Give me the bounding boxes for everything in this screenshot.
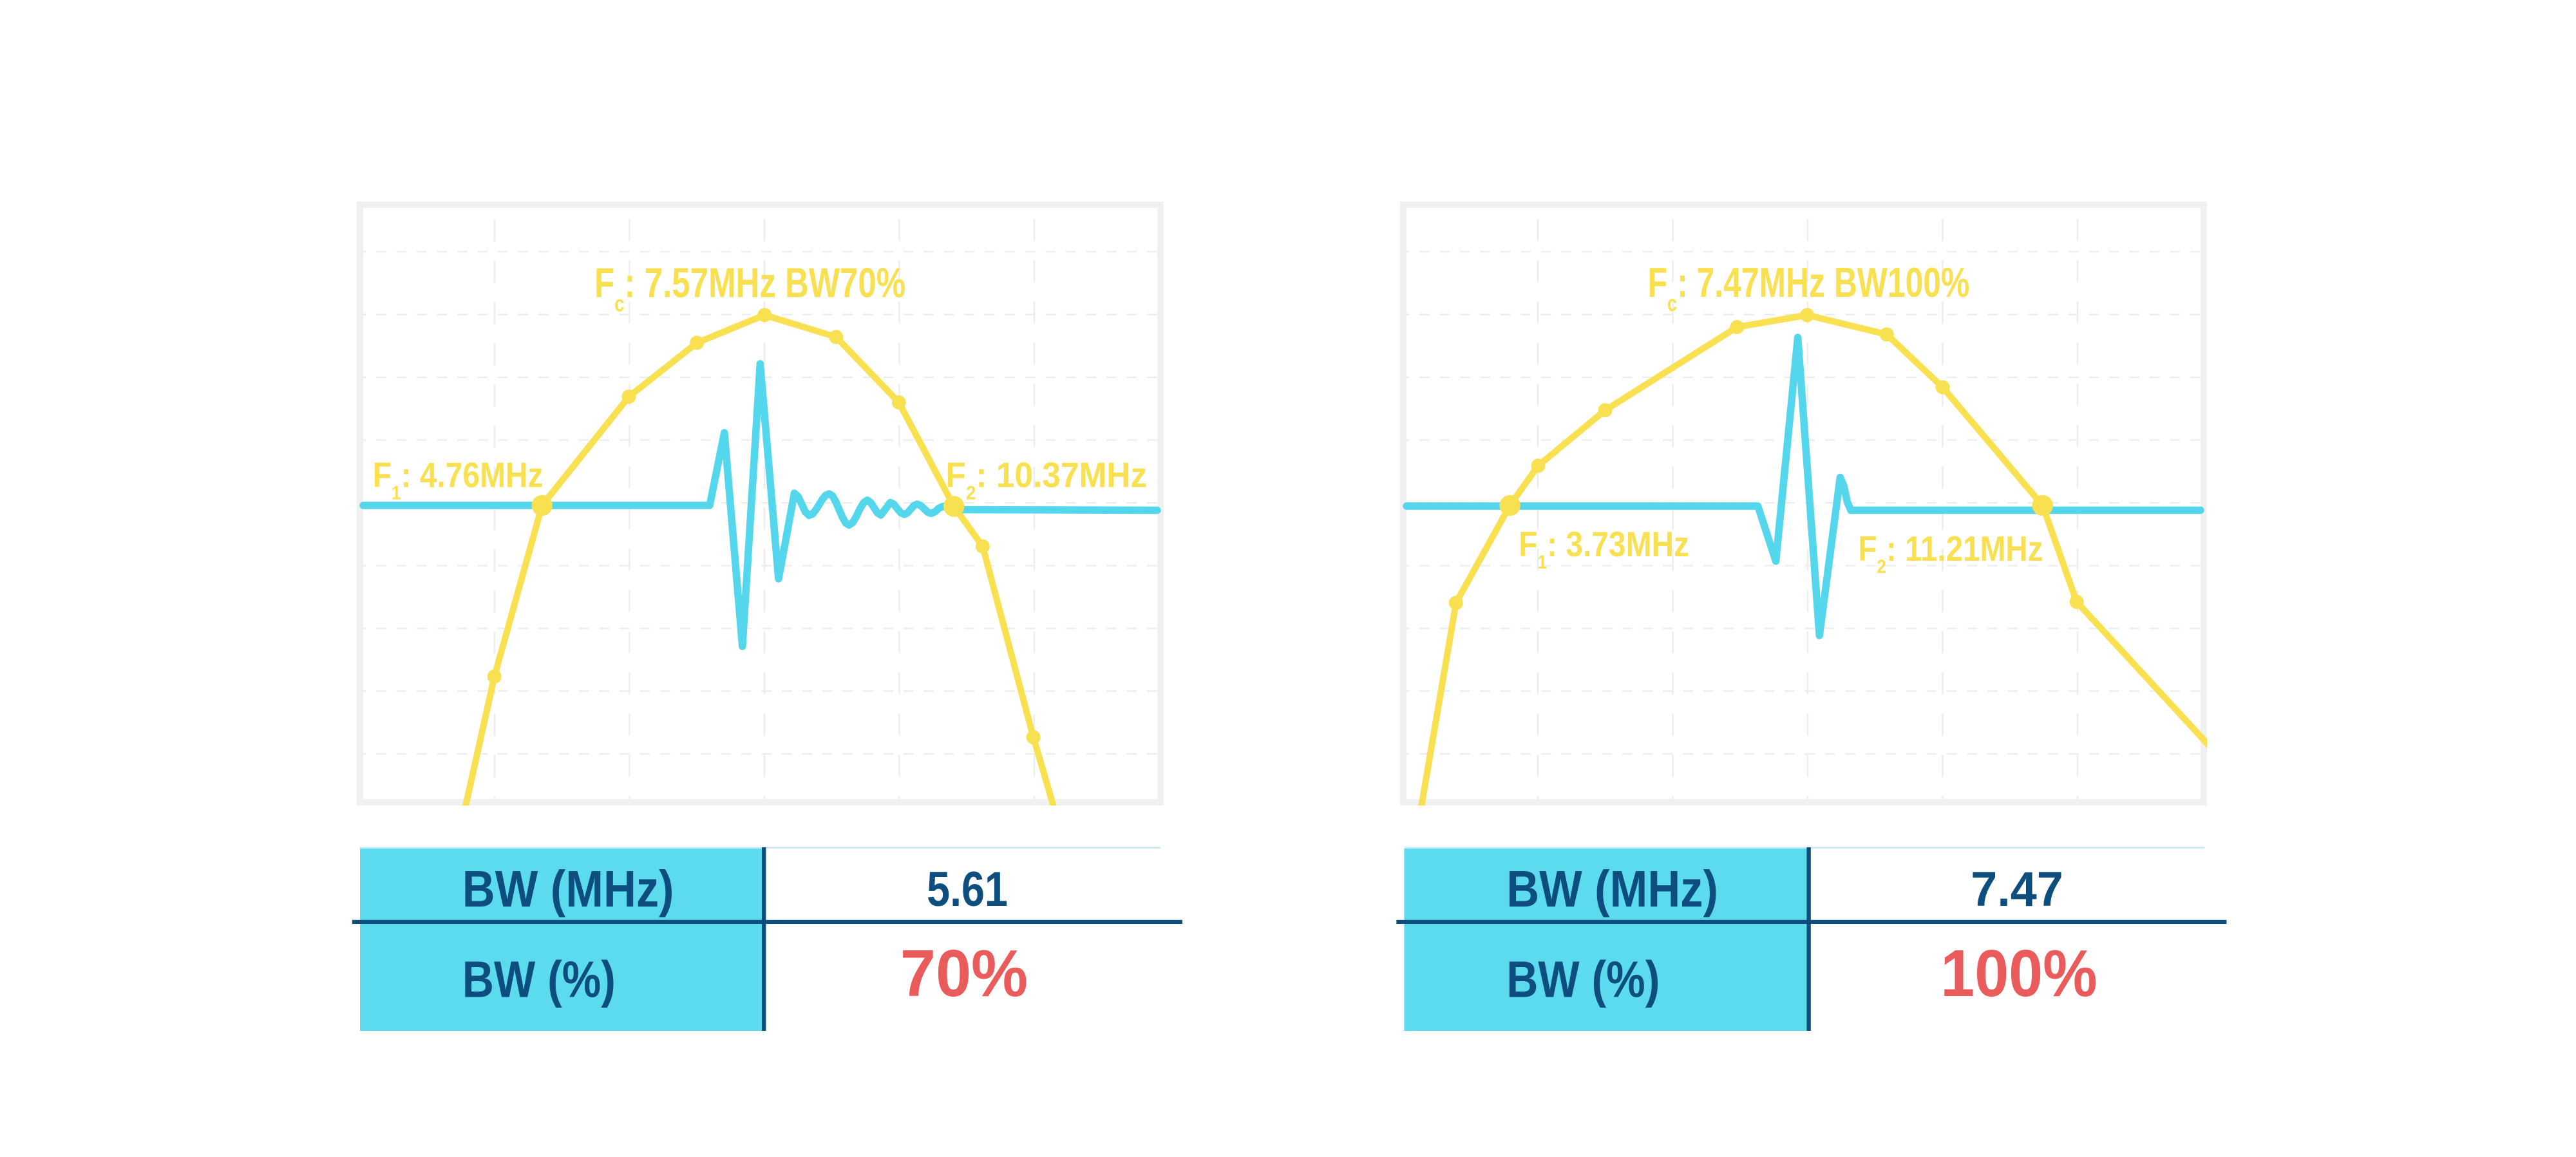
svg-text:BW (%): BW (%) — [462, 950, 616, 1008]
svg-text:BW (MHz): BW (MHz) — [462, 860, 674, 917]
svg-text:70%: 70% — [900, 937, 1028, 1010]
svg-text:7.47: 7.47 — [1971, 861, 2063, 916]
svg-text:BW (%): BW (%) — [1506, 950, 1660, 1008]
svg-text:BW (MHz): BW (MHz) — [1506, 860, 1718, 917]
svg-text:5.61: 5.61 — [927, 861, 1008, 916]
svg-text:100%: 100% — [1940, 937, 2097, 1011]
